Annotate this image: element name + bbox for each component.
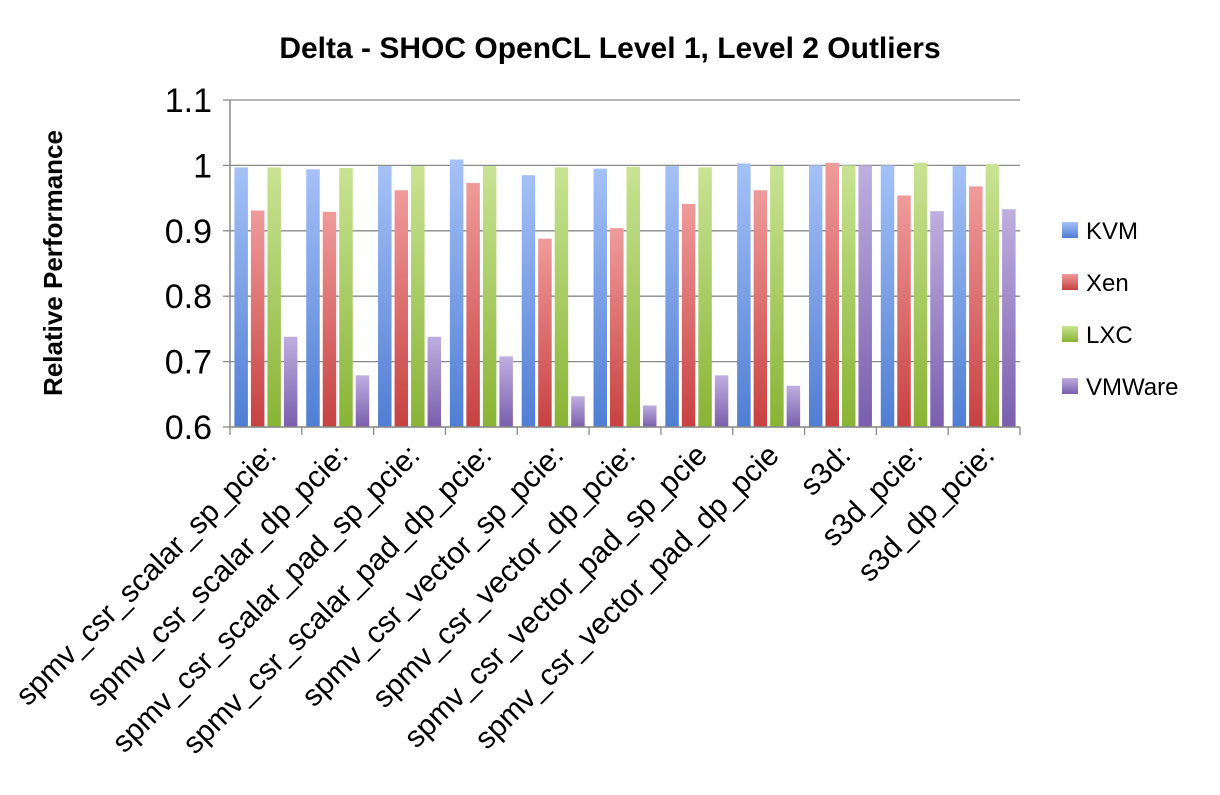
- legend: KVM Xen LXC VMWare: [1062, 218, 1178, 401]
- bar-kvm: [593, 168, 607, 428]
- y-tick-labels: 0.6 0.7 0.8 0.9 1 1.1: [165, 82, 212, 447]
- legend-label: LXC: [1086, 322, 1133, 349]
- legend-swatch-xen: [1062, 274, 1078, 290]
- bar-kvm: [378, 166, 392, 427]
- bar-vmware: [714, 375, 729, 427]
- x-tick-labels: spmv_csr_scalar_sp_pcie:spmv_csr_scalar_…: [10, 439, 1001, 761]
- bar-kvm: [449, 159, 464, 427]
- bar-lxc: [913, 162, 928, 427]
- bar-xen: [681, 203, 696, 427]
- y-tick-label: 1: [193, 147, 212, 185]
- y-axis-label: Relative Performance: [38, 130, 68, 396]
- bar-vmware: [499, 356, 513, 427]
- bar-vmware: [858, 165, 872, 427]
- bar-kvm: [952, 166, 967, 427]
- bar-xen: [753, 190, 768, 427]
- x-tick-label: spmv_csr_scalar_pad_sp_pcie:: [106, 439, 426, 759]
- bar-kvm: [737, 163, 751, 428]
- bar-kvm: [880, 165, 895, 427]
- bar-kvm: [521, 175, 536, 427]
- bar-xen: [394, 190, 409, 427]
- bar-vmware: [1002, 209, 1016, 427]
- legend-label: KVM: [1086, 218, 1138, 245]
- y-tick-label: 1.1: [165, 82, 212, 120]
- bar-kvm: [234, 167, 248, 427]
- bar-lxc: [267, 167, 281, 427]
- y-tick-label: 0.9: [165, 213, 212, 251]
- bar-xen: [897, 195, 911, 427]
- bar-xen: [825, 162, 839, 427]
- bar-kvm: [306, 169, 320, 427]
- y-tick-label: 0.6: [165, 409, 212, 447]
- bar-lxc: [626, 166, 640, 427]
- bar-vmware: [427, 336, 442, 427]
- bar-vmware: [571, 396, 585, 427]
- legend-label: Xen: [1086, 270, 1129, 297]
- bar-xen: [466, 183, 480, 427]
- bars: [234, 159, 1016, 428]
- bar-lxc: [841, 165, 856, 427]
- bar-vmware: [643, 405, 657, 427]
- bar-xen: [322, 211, 337, 427]
- legend-swatch-vmware: [1062, 378, 1078, 394]
- legend-swatch-kvm: [1062, 222, 1078, 238]
- chart-title: Delta - SHOC OpenCL Level 1, Level 2 Out…: [279, 32, 940, 65]
- y-tick-label: 0.8: [165, 278, 212, 316]
- bar-lxc: [770, 166, 784, 427]
- y-tick-label: 0.7: [165, 344, 212, 382]
- bar-lxc: [985, 164, 1000, 428]
- bar-vmware: [355, 375, 370, 427]
- bar-xen: [250, 210, 265, 427]
- legend-swatch-lxc: [1062, 326, 1078, 342]
- bar-lxc: [698, 167, 712, 427]
- bar-xen: [610, 228, 624, 427]
- bar-lxc: [411, 166, 425, 427]
- bar-kvm: [665, 166, 679, 427]
- legend-label: VMWare: [1086, 374, 1178, 401]
- bar-xen: [969, 186, 983, 427]
- bar-xen: [538, 238, 552, 427]
- bar-vmware: [283, 336, 298, 427]
- bar-kvm: [808, 165, 823, 427]
- bar-vmware: [930, 211, 944, 427]
- bar-lxc: [339, 168, 353, 428]
- bar-lxc: [554, 167, 569, 427]
- bar-lxc: [482, 166, 497, 427]
- axes: [223, 99, 1021, 435]
- bar-vmware: [786, 385, 801, 427]
- x-tick-label: s3d:: [794, 439, 857, 502]
